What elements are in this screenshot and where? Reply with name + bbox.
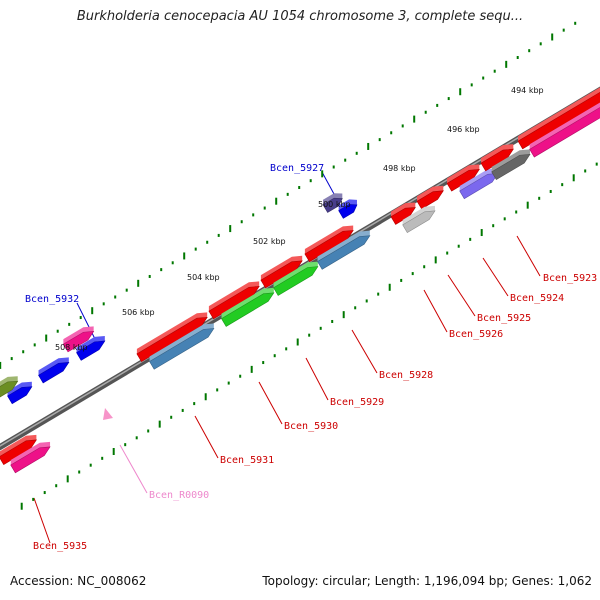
gene-arrow — [76, 340, 106, 361]
accession-text: Accession: NC_008062 — [10, 574, 147, 588]
gene-label[interactable]: Bcen_5923 — [543, 273, 597, 284]
gene-label[interactable]: Bcen_5924 — [510, 293, 564, 304]
gene-label[interactable]: Bcen_R0090 — [149, 490, 209, 501]
gene-arrow-top — [149, 323, 214, 362]
gene-arrow — [322, 197, 343, 213]
ruler-label: 506 kbp — [122, 308, 155, 317]
gene-arrow — [480, 148, 514, 172]
gene-arrow-top — [136, 312, 208, 354]
gene-arrow — [338, 204, 358, 219]
gene-arrow-top — [391, 202, 416, 217]
gene-label[interactable]: Bcen_5926 — [449, 329, 503, 340]
gene-arrow — [221, 292, 275, 327]
gene-arrow — [38, 362, 70, 384]
gene-arrow — [273, 266, 319, 296]
gene-leader-line — [482, 257, 509, 297]
gene-label[interactable]: Bcen_5932 — [25, 294, 79, 305]
gene-label[interactable]: Bcen_5927 — [270, 163, 324, 174]
gene-arrow-top — [304, 225, 354, 254]
gene-arrow — [0, 439, 37, 465]
gene-label[interactable]: Bcen_5930 — [284, 421, 338, 432]
gene-leader-line — [351, 329, 378, 374]
ruler-label: 508 kbp — [55, 343, 88, 352]
gene-arrow-top — [402, 205, 435, 225]
gene-arrow-top — [260, 255, 303, 281]
gene-arrow-top — [7, 381, 32, 396]
gene-arrow — [529, 107, 600, 158]
gene-arrow — [517, 91, 600, 150]
gene-arrow — [304, 230, 354, 263]
ruler-label: 494 kbp — [511, 86, 544, 95]
gene-arrow — [390, 207, 416, 225]
gene-arrow-top — [208, 281, 260, 312]
ruler-label: 496 kbp — [447, 125, 480, 134]
gene-arrow — [416, 190, 444, 210]
gene-arrow-top — [0, 376, 18, 387]
gene-arrow — [10, 446, 51, 474]
gene-arrow-top — [0, 434, 37, 457]
chart-title: Burkholderia cenocepacia AU 1054 chromos… — [76, 9, 524, 24]
ruler-label: 502 kbp — [253, 237, 286, 246]
gene-label[interactable]: Bcen_5931 — [220, 455, 274, 466]
gene-leader-line — [258, 381, 283, 425]
gene-label[interactable]: Bcen_5929 — [330, 397, 384, 408]
gene-arrow — [491, 154, 531, 181]
gene-arrow — [260, 260, 303, 289]
gene-leader-line — [194, 415, 219, 459]
ruler-label: 500 kbp — [318, 200, 351, 209]
gene-leader-line — [33, 497, 51, 544]
topology-summary: Topology: circular; Length: 1,196,094 bp… — [262, 574, 592, 588]
gene-arrow — [317, 235, 371, 270]
gene-arrow — [7, 386, 33, 405]
gene-arrow-top — [518, 87, 600, 142]
gene-arrow-top — [481, 144, 514, 164]
gene-arrow — [149, 328, 215, 370]
gene-arrow-top — [221, 287, 274, 319]
gene-arrow-top — [63, 326, 94, 345]
gene-leader-line — [76, 302, 98, 344]
gene-arrow-top — [317, 230, 370, 262]
gene-arrow — [402, 210, 436, 234]
gene-arrow-top — [529, 102, 600, 150]
gene-leader-line — [516, 235, 541, 277]
gene-leader-line — [305, 357, 329, 401]
gene-arrow — [0, 380, 19, 398]
gene-leader-line — [447, 274, 476, 317]
gene-leader-line — [423, 289, 448, 333]
gene-arrow-top — [447, 164, 480, 184]
gene-arrow-top — [76, 335, 105, 353]
trna-marker — [103, 408, 113, 420]
ruler-label: 504 kbp — [187, 273, 220, 282]
gene-label[interactable]: Bcen_5925 — [477, 313, 531, 324]
gene-arrow — [208, 286, 260, 320]
gene-leader-line — [119, 444, 148, 494]
gene-arrow — [62, 330, 95, 353]
gene-arrow-top — [417, 185, 444, 202]
gene-arrow — [136, 316, 208, 363]
gene-label[interactable]: Bcen_5935 — [33, 541, 87, 552]
gene-label[interactable]: Bcen_5928 — [379, 370, 433, 381]
gene-arrow-top — [273, 261, 318, 288]
gene-arrow — [446, 169, 480, 192]
ruler-label: 498 kbp — [383, 164, 416, 173]
gene-arrow-top — [38, 357, 69, 376]
